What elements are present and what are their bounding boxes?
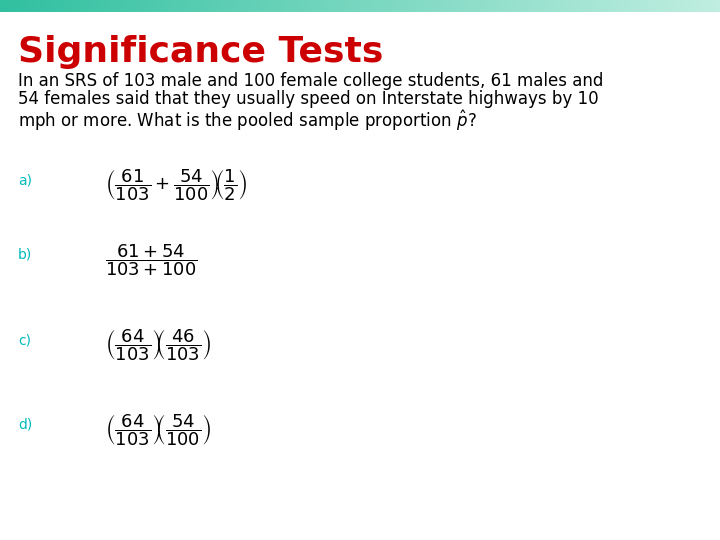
Text: a): a)	[18, 173, 32, 187]
Text: b): b)	[18, 248, 32, 262]
Text: $\left(\dfrac{61}{103}+\dfrac{54}{100}\right)\!\!\left(\dfrac{1}{2}\right)$: $\left(\dfrac{61}{103}+\dfrac{54}{100}\r…	[105, 167, 247, 203]
Text: $\left(\dfrac{64}{103}\right)\!\!\left(\dfrac{46}{103}\right)$: $\left(\dfrac{64}{103}\right)\!\!\left(\…	[105, 327, 212, 363]
Text: d): d)	[18, 418, 32, 432]
Text: In an SRS of 103 male and 100 female college students, 61 males and: In an SRS of 103 male and 100 female col…	[18, 72, 603, 90]
Text: $\dfrac{61+54}{103+100}$: $\dfrac{61+54}{103+100}$	[105, 242, 198, 278]
Text: mph or more. What is the pooled sample proportion $\hat{p}$?: mph or more. What is the pooled sample p…	[18, 108, 477, 133]
Text: $\left(\dfrac{64}{103}\right)\!\!\left(\dfrac{54}{100}\right)$: $\left(\dfrac{64}{103}\right)\!\!\left(\…	[105, 412, 212, 448]
Text: 54 females said that they usually speed on Interstate highways by 10: 54 females said that they usually speed …	[18, 90, 598, 108]
Text: Significance Tests: Significance Tests	[18, 35, 383, 69]
Text: c): c)	[18, 333, 31, 347]
